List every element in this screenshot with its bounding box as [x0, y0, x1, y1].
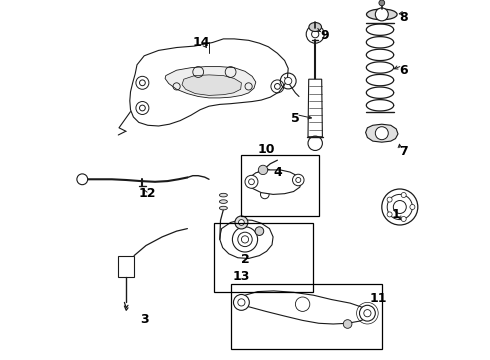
- Circle shape: [257, 168, 273, 184]
- Circle shape: [242, 236, 248, 243]
- Text: 3: 3: [140, 313, 148, 326]
- Text: 1: 1: [392, 208, 401, 221]
- Circle shape: [274, 84, 280, 89]
- Circle shape: [387, 212, 392, 217]
- Polygon shape: [165, 67, 256, 98]
- Polygon shape: [366, 124, 398, 142]
- Circle shape: [140, 105, 145, 111]
- Circle shape: [410, 204, 415, 210]
- Polygon shape: [308, 79, 322, 137]
- Ellipse shape: [220, 193, 227, 197]
- Text: 10: 10: [258, 143, 275, 156]
- Text: 6: 6: [399, 64, 408, 77]
- Circle shape: [293, 174, 304, 186]
- Circle shape: [232, 227, 258, 252]
- Text: 13: 13: [233, 270, 250, 283]
- Circle shape: [77, 174, 88, 185]
- Ellipse shape: [220, 206, 227, 210]
- Circle shape: [387, 197, 392, 202]
- Circle shape: [233, 294, 249, 310]
- Polygon shape: [220, 220, 273, 258]
- Circle shape: [379, 0, 385, 6]
- Circle shape: [261, 173, 269, 180]
- Text: 7: 7: [399, 145, 408, 158]
- Ellipse shape: [309, 22, 321, 31]
- Polygon shape: [237, 291, 370, 324]
- Circle shape: [343, 320, 352, 328]
- Polygon shape: [247, 170, 302, 194]
- Bar: [242, 155, 319, 216]
- Circle shape: [235, 216, 248, 229]
- Circle shape: [239, 220, 245, 225]
- Circle shape: [393, 201, 406, 213]
- Circle shape: [245, 175, 258, 188]
- Circle shape: [285, 77, 292, 85]
- Text: 9: 9: [320, 29, 328, 42]
- Circle shape: [360, 305, 375, 321]
- Polygon shape: [130, 39, 288, 126]
- Text: 5: 5: [291, 112, 300, 125]
- Circle shape: [375, 8, 388, 21]
- Text: 12: 12: [139, 187, 156, 200]
- Bar: [118, 256, 134, 277]
- Circle shape: [312, 31, 319, 38]
- Circle shape: [258, 165, 268, 175]
- Text: 2: 2: [241, 253, 249, 266]
- Text: 11: 11: [369, 292, 387, 305]
- Circle shape: [401, 193, 406, 198]
- Ellipse shape: [367, 9, 397, 20]
- Circle shape: [261, 190, 269, 199]
- Text: 8: 8: [399, 11, 408, 24]
- Polygon shape: [182, 75, 242, 95]
- Circle shape: [255, 227, 264, 235]
- Circle shape: [375, 127, 388, 140]
- Bar: [231, 284, 382, 349]
- Circle shape: [401, 216, 406, 221]
- Ellipse shape: [220, 200, 227, 203]
- Circle shape: [382, 189, 418, 225]
- Text: 14: 14: [193, 36, 211, 49]
- Text: 4: 4: [273, 166, 282, 179]
- Bar: [215, 223, 314, 292]
- Circle shape: [140, 80, 145, 86]
